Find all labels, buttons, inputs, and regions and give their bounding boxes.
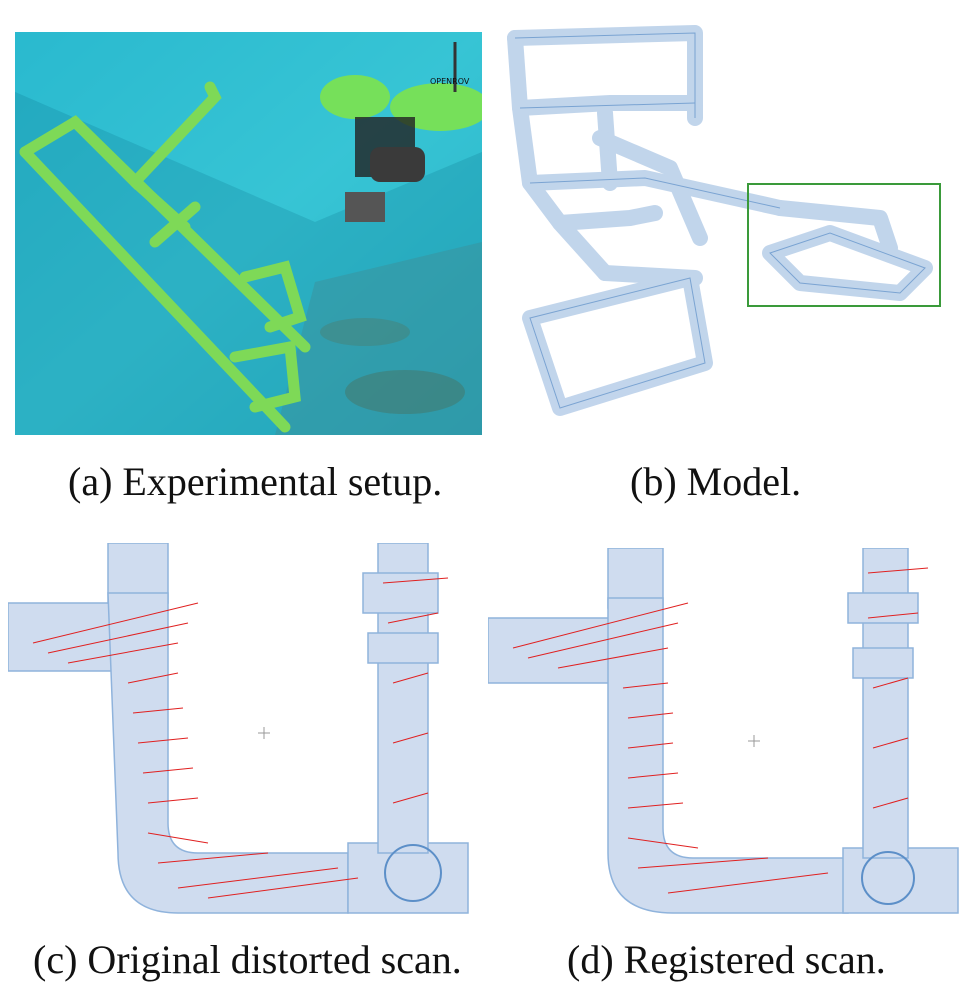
caption-d: (d) Registered scan.: [567, 937, 886, 982]
pipe-frame: [19, 81, 311, 433]
panel-model: [500, 8, 945, 433]
rov-label: OPENROV: [430, 77, 470, 86]
registered-scan-plot: [488, 548, 959, 914]
panel-original-scan: [8, 543, 475, 915]
caption-a: (a) Experimental setup.: [68, 459, 443, 504]
scan-lines: [32, 577, 449, 899]
caption-b: (b) Model.: [630, 459, 802, 504]
experimental-setup-photo: OPENROV: [15, 32, 482, 435]
rov: OPENROV: [320, 42, 482, 222]
panel-experimental-setup: OPENROV: [15, 32, 482, 435]
pipe-model-point-cloud: [507, 25, 941, 416]
panel-registered-scan: [488, 548, 960, 918]
original-scan-plot: [8, 543, 469, 914]
caption-c: (c) Original distorted scan.: [33, 937, 462, 982]
highlight-box: [747, 183, 941, 307]
